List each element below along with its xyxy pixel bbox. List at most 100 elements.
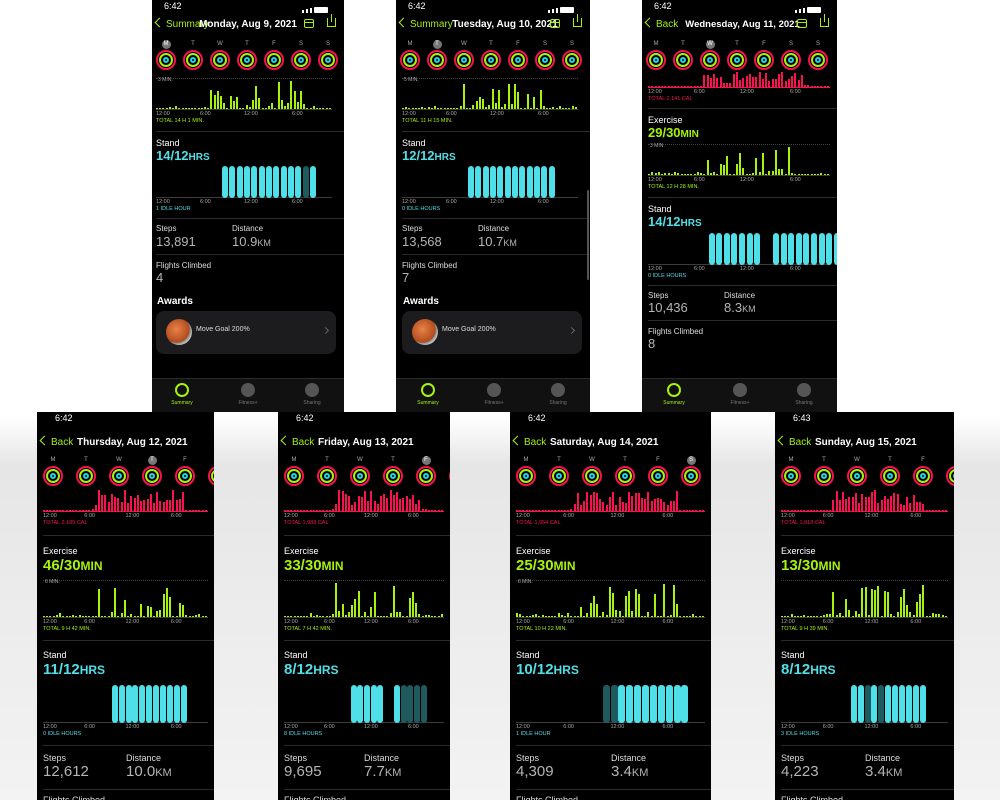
tab-fitness-plus[interactable]: Fitness+	[228, 383, 268, 406]
day-ring[interactable]: S	[208, 456, 214, 486]
day-ring[interactable]: T	[615, 456, 635, 486]
day-ring[interactable]: W	[109, 456, 129, 486]
day-ring[interactable]: S	[535, 40, 555, 70]
back-button[interactable]: Summary	[154, 17, 209, 30]
exercise-bar	[524, 108, 526, 109]
tab-sharing[interactable]: Sharing	[784, 383, 824, 406]
day-ring[interactable]: M	[43, 456, 63, 486]
move-bar	[807, 85, 809, 87]
day-ring[interactable]: S	[449, 456, 450, 486]
activity-ring-icon	[727, 50, 747, 70]
exercise-bar	[412, 592, 414, 617]
tab-sharing[interactable]: Sharing	[538, 383, 578, 406]
move-bar	[383, 494, 385, 511]
exercise-bar	[781, 169, 783, 175]
move-bar	[361, 497, 363, 511]
exercise-bar	[720, 164, 722, 175]
day-ring[interactable]: S	[946, 456, 954, 486]
day-ring[interactable]: W	[350, 456, 370, 486]
tab-summary[interactable]: Summary	[408, 383, 448, 406]
day-ring[interactable]: F	[754, 40, 774, 70]
exercise-bar	[801, 174, 803, 175]
day-ring[interactable]: F	[416, 456, 436, 486]
day-ring[interactable]: M	[781, 456, 801, 486]
day-ring[interactable]: M	[400, 40, 420, 70]
exercise-bar	[59, 613, 61, 617]
stand-value: 11/12HRS	[43, 661, 105, 678]
back-button[interactable]: Summary	[398, 17, 453, 30]
share-icon[interactable]	[820, 14, 829, 27]
share-icon[interactable]	[327, 14, 336, 27]
day-ring[interactable]: T	[237, 40, 257, 70]
exercise-bar	[233, 101, 235, 109]
move-bar	[801, 75, 803, 87]
calendar-icon[interactable]	[304, 19, 314, 28]
calendar-icon[interactable]	[797, 19, 807, 28]
tick-label: 12:00	[648, 266, 662, 272]
stand-hour-pill	[920, 685, 926, 723]
stand-unit: HRS	[434, 152, 456, 163]
day-ring[interactable]: W	[582, 456, 602, 486]
distance-unit: KM	[384, 767, 402, 779]
back-button[interactable]: Back	[39, 435, 73, 448]
award-card[interactable]: Move Goal 200%	[402, 311, 582, 354]
move-bar	[700, 86, 702, 87]
back-button[interactable]: Back	[280, 435, 314, 448]
day-ring[interactable]: T	[549, 456, 569, 486]
day-ring[interactable]: T	[183, 40, 203, 70]
exercise-bar	[558, 613, 560, 617]
day-ring[interactable]: S	[562, 40, 582, 70]
day-ring[interactable]: S	[808, 40, 828, 70]
steps-label: Steps	[284, 753, 308, 763]
scrollbar[interactable]	[587, 190, 589, 280]
day-ring[interactable]: F	[264, 40, 284, 70]
day-ring[interactable]: T	[673, 40, 693, 70]
day-ring[interactable]: T	[814, 456, 834, 486]
tab-sharing[interactable]: Sharing	[292, 383, 332, 406]
tick-label: 6:00	[563, 724, 574, 730]
day-ring[interactable]: S	[681, 456, 701, 486]
day-ring[interactable]: T	[727, 40, 747, 70]
day-ring[interactable]: W	[847, 456, 867, 486]
back-button[interactable]: Back	[512, 435, 546, 448]
exercise-bar	[492, 89, 494, 109]
tab-summary[interactable]: Summary	[654, 383, 694, 406]
day-ring[interactable]: F	[913, 456, 933, 486]
share-icon[interactable]	[573, 14, 582, 27]
activity-ring-icon	[43, 466, 63, 486]
day-ring[interactable]: F	[508, 40, 528, 70]
day-ring[interactable]: M	[516, 456, 536, 486]
stand-hour-pill	[747, 233, 753, 265]
day-ring[interactable]: S	[291, 40, 311, 70]
day-label: S	[298, 41, 303, 47]
day-ring[interactable]: M	[284, 456, 304, 486]
day-ring[interactable]: T	[427, 40, 447, 70]
day-ring[interactable]: W	[210, 40, 230, 70]
tick-label: 12:00	[125, 724, 140, 730]
day-ring[interactable]: T	[880, 456, 900, 486]
day-ring[interactable]: M	[646, 40, 666, 70]
calendar-icon[interactable]	[550, 19, 560, 28]
day-ring[interactable]: S	[781, 40, 801, 70]
day-ring[interactable]: F	[648, 456, 668, 486]
day-ring[interactable]: M	[156, 40, 176, 70]
tab-fitness-plus[interactable]: Fitness+	[720, 383, 760, 406]
tab-fitness-plus[interactable]: Fitness+	[474, 383, 514, 406]
status-bar: 6:43	[775, 412, 954, 424]
day-ring[interactable]: T	[142, 456, 162, 486]
award-card[interactable]: Move Goal 200%	[156, 311, 336, 354]
exercise-bar	[580, 607, 582, 617]
tab-summary[interactable]: Summary	[162, 383, 202, 406]
stand-chart	[648, 231, 837, 265]
day-ring[interactable]: S	[318, 40, 338, 70]
day-ring[interactable]: T	[317, 456, 337, 486]
day-ring[interactable]: F	[175, 456, 195, 486]
back-button[interactable]: Back	[644, 17, 678, 30]
day-ring[interactable]: W	[454, 40, 474, 70]
day-ring[interactable]: W	[700, 40, 720, 70]
day-ring[interactable]: T	[481, 40, 501, 70]
day-ring[interactable]: T	[76, 456, 96, 486]
day-ring[interactable]: T	[383, 456, 403, 486]
day-label: M	[653, 41, 659, 47]
back-button[interactable]: Back	[777, 435, 811, 448]
